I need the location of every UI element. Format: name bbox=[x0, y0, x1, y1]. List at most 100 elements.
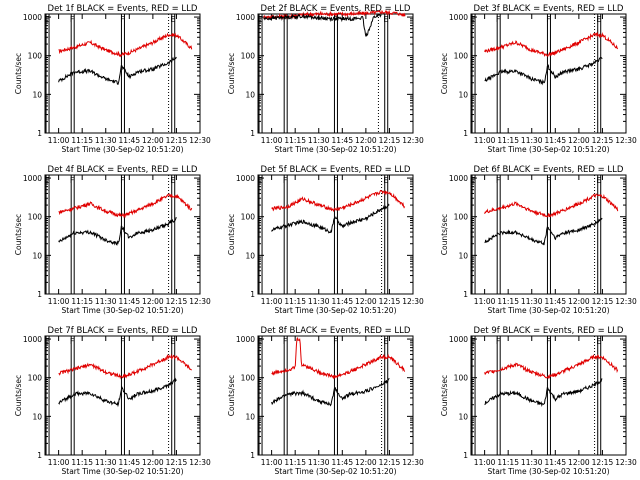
chart-title: Det 5f BLACK = Events, RED = LLD bbox=[261, 165, 411, 175]
marker-label: E bbox=[170, 337, 175, 346]
x-tick-label: 11:15 bbox=[71, 297, 93, 306]
y-tick-label: 100 bbox=[241, 374, 256, 383]
y-tick-label: 1000 bbox=[449, 174, 468, 183]
marker-label: E bbox=[471, 176, 476, 185]
x-tick-label: 12:15 bbox=[379, 297, 401, 306]
events-series-line bbox=[58, 56, 177, 86]
x-tick-label: 11:45 bbox=[544, 136, 566, 145]
x-tick-label: 11:30 bbox=[521, 458, 543, 467]
y-tick-label: 10 bbox=[458, 90, 468, 99]
x-axis-label: Start Time (30-Sep-02 10:51:20) bbox=[62, 306, 184, 315]
plot-frame bbox=[257, 13, 414, 134]
y-tick-label: 1 bbox=[463, 129, 468, 138]
events-series-line bbox=[58, 377, 177, 408]
chart-panel-2: Det 2f BLACK = Events, RED = LLD 1 10 100 10… bbox=[227, 4, 424, 154]
y-axis-label: Counts/sec bbox=[440, 53, 449, 94]
x-axis-label: Start Time (30-Sep-02 10:51:20) bbox=[62, 467, 184, 476]
y-axis-label: Counts/sec bbox=[227, 53, 236, 94]
y-tick-label: 100 bbox=[454, 52, 469, 61]
x-tick-label: 12:00 bbox=[142, 136, 164, 145]
y-axis-label: Counts/sec bbox=[14, 53, 23, 94]
y-tick-label: 10 bbox=[32, 90, 42, 99]
x-tick-label: 11:15 bbox=[497, 297, 519, 306]
chart-title: Det 4f BLACK = Events, RED = LLD bbox=[48, 165, 198, 175]
x-tick-label: 11:45 bbox=[544, 297, 566, 306]
x-tick-label: 11:15 bbox=[497, 136, 519, 145]
y-tick-label: 100 bbox=[454, 374, 469, 383]
x-tick-label: 11:15 bbox=[71, 458, 93, 467]
x-tick-label: 11:00 bbox=[48, 136, 70, 145]
marker-label: F bbox=[120, 15, 124, 24]
events-series-line bbox=[271, 203, 390, 234]
y-axis-label: Counts/sec bbox=[227, 375, 236, 416]
x-tick-label: 11:45 bbox=[331, 136, 353, 145]
x-tick-label: 11:30 bbox=[95, 458, 117, 467]
x-tick-label: 11:00 bbox=[261, 136, 283, 145]
marker-label: F bbox=[120, 337, 124, 346]
marker-label: F bbox=[496, 176, 500, 185]
x-tick-label: 12:00 bbox=[568, 458, 590, 467]
chart-title: Det 8f BLACK = Events, RED = LLD bbox=[261, 326, 411, 336]
y-tick-label: 100 bbox=[28, 213, 43, 222]
y-axis-label: Counts/sec bbox=[14, 214, 23, 255]
marker-label: F bbox=[496, 337, 500, 346]
y-tick-label: 10 bbox=[458, 412, 468, 421]
x-tick-label: 12:15 bbox=[379, 136, 401, 145]
marker-label: E bbox=[471, 337, 476, 346]
y-tick-label: 1000 bbox=[236, 174, 255, 183]
y-tick-label: 10 bbox=[245, 90, 255, 99]
x-tick-label: 11:30 bbox=[95, 136, 117, 145]
x-tick-label: 11:45 bbox=[544, 458, 566, 467]
marker-label: F bbox=[283, 337, 287, 346]
x-tick-label: 11:00 bbox=[48, 458, 70, 467]
y-tick-label: 100 bbox=[241, 52, 256, 61]
x-axis-label: Start Time (30-Sep-02 10:51:20) bbox=[488, 467, 610, 476]
x-tick-label: 12:00 bbox=[142, 458, 164, 467]
x-axis-label: Start Time (30-Sep-02 10:51:20) bbox=[488, 145, 610, 154]
marker-label: E bbox=[45, 337, 50, 346]
marker-label: E bbox=[383, 176, 388, 185]
chart-title: Det 9f BLACK = Events, RED = LLD bbox=[474, 326, 624, 336]
marker-label: E bbox=[383, 15, 388, 24]
x-tick-label: 12:00 bbox=[568, 297, 590, 306]
x-axis-label: Start Time (30-Sep-02 10:51:20) bbox=[275, 145, 397, 154]
chart-panel-1: Det 1f BLACK = Events, RED = LLD 1 10 100 10… bbox=[14, 4, 211, 154]
chart-title: Det 1f BLACK = Events, RED = LLD bbox=[48, 4, 198, 14]
chart-panel-3: Det 3f BLACK = Events, RED = LLD 1 10 100 10… bbox=[440, 4, 637, 154]
y-axis-label: Counts/sec bbox=[440, 214, 449, 255]
plot-frame bbox=[44, 335, 201, 456]
x-tick-label: 12:15 bbox=[592, 136, 614, 145]
y-tick-label: 1 bbox=[37, 290, 42, 299]
x-tick-label: 12:30 bbox=[189, 136, 211, 145]
events-series-line bbox=[484, 217, 603, 246]
y-tick-label: 1 bbox=[37, 451, 42, 460]
x-tick-label: 11:30 bbox=[308, 136, 330, 145]
x-tick-label: 12:30 bbox=[615, 297, 637, 306]
marker-label: F bbox=[120, 176, 124, 185]
x-tick-label: 11:30 bbox=[308, 458, 330, 467]
plot-frame bbox=[44, 174, 201, 295]
marker-label: E bbox=[170, 176, 175, 185]
chart-title: Det 3f BLACK = Events, RED = LLD bbox=[474, 4, 624, 14]
y-tick-label: 100 bbox=[28, 374, 43, 383]
y-tick-label: 10 bbox=[32, 412, 42, 421]
chart-title: Det 2f BLACK = Events, RED = LLD bbox=[261, 4, 411, 14]
marker-label: E bbox=[45, 15, 50, 24]
chart-panel-9: Det 9f BLACK = Events, RED = LLD 1 10 100 10… bbox=[440, 326, 637, 476]
lld-series-line bbox=[271, 337, 406, 380]
x-tick-label: 11:45 bbox=[118, 136, 140, 145]
x-tick-label: 12:15 bbox=[592, 458, 614, 467]
x-tick-label: 12:15 bbox=[166, 297, 188, 306]
chart-panel-4: Det 4f BLACK = Events, RED = LLD 1 10 100 10… bbox=[14, 165, 211, 315]
y-tick-label: 1 bbox=[463, 451, 468, 460]
marker-label: F bbox=[283, 176, 287, 185]
y-tick-label: 1 bbox=[250, 290, 255, 299]
x-tick-label: 12:00 bbox=[568, 136, 590, 145]
x-tick-label: 11:30 bbox=[308, 297, 330, 306]
y-tick-label: 10 bbox=[32, 251, 42, 260]
marker-label: F bbox=[70, 337, 74, 346]
y-axis-label: Counts/sec bbox=[440, 375, 449, 416]
plot-frame bbox=[470, 174, 627, 295]
lld-series-line bbox=[58, 32, 193, 58]
marker-label: F bbox=[283, 15, 287, 24]
